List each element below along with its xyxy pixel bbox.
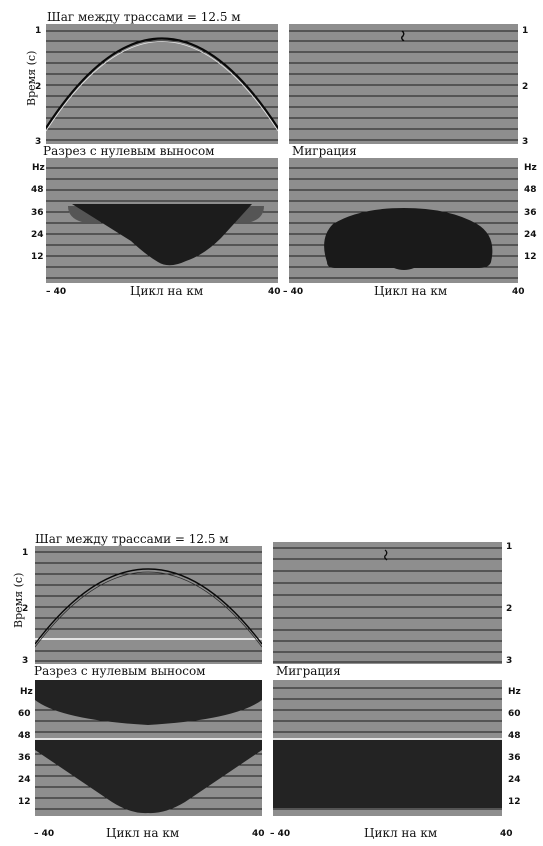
- spectrum-block: [273, 740, 502, 808]
- migration-label: Миграция: [276, 664, 341, 678]
- zero-offset-section-panel: [46, 24, 278, 144]
- freq-tick: 48: [31, 185, 44, 195]
- freq-tick: 48: [18, 731, 31, 741]
- wavenumber-label: Цикл на км: [106, 826, 180, 840]
- freq-tick: 24: [508, 775, 521, 785]
- k-max-tick: 40: [268, 287, 281, 297]
- diffraction-hyperbola: [35, 568, 262, 645]
- diffraction-hyperbola: [46, 37, 278, 129]
- time-tick: 1: [522, 26, 529, 36]
- freq-tick: 60: [508, 709, 521, 719]
- time-tick: 1: [35, 26, 42, 36]
- freq-tick: 60: [18, 709, 31, 719]
- migration-section-panel: [289, 24, 518, 144]
- freq-tick: 12: [18, 797, 31, 807]
- trace-spacing-label: Шаг между трассами = 12.5 м: [47, 10, 241, 24]
- zero-offset-spectrum-panel: [46, 158, 278, 283]
- time-tick: 3: [35, 137, 42, 147]
- time-tick: 2: [522, 82, 529, 92]
- freq-unit: Hz: [524, 163, 537, 173]
- zero-offset-section-label: Разрез с нулевым выносом: [43, 144, 215, 158]
- zero-offset-spectrum-panel: [35, 680, 262, 816]
- time-axis-label: Время (с): [12, 572, 25, 628]
- freq-tick: 36: [31, 208, 44, 218]
- k-max-tick: 40: [512, 287, 525, 297]
- k-min-tick: – 40: [270, 829, 291, 839]
- migration-spectrum-panel: [273, 680, 502, 816]
- freq-tick: 12: [31, 252, 44, 262]
- time-tick: 2: [22, 604, 29, 614]
- k-min-tick: – 40: [283, 287, 304, 297]
- time-tick: 3: [22, 656, 29, 666]
- freq-tick: 24: [524, 230, 537, 240]
- freq-tick: 36: [508, 753, 521, 763]
- k-max-tick: 40: [500, 829, 513, 839]
- time-axis-label: Время (с): [25, 50, 38, 106]
- migration-label: Миграция: [292, 144, 357, 158]
- time-tick: 1: [506, 542, 513, 552]
- freq-tick: 24: [18, 775, 31, 785]
- time-tick: 1: [22, 548, 29, 558]
- freq-unit: Hz: [508, 687, 521, 697]
- freq-tick: 12: [508, 797, 521, 807]
- trace-spacing-label: Шаг между трассами = 12.5 м: [35, 532, 229, 546]
- freq-tick: 12: [524, 252, 537, 262]
- k-max-tick: 40: [252, 829, 265, 839]
- spectrum-wedge: [35, 740, 262, 814]
- spectrum-disc: [324, 208, 493, 270]
- wavenumber-label: Цикл на км: [374, 284, 448, 298]
- k-min-tick: – 40: [46, 287, 67, 297]
- freq-tick: 48: [524, 185, 537, 195]
- freq-unit: Hz: [20, 687, 33, 697]
- spectrum-wedge: [72, 204, 252, 266]
- migrated-point: [384, 549, 388, 561]
- time-tick: 3: [506, 656, 513, 666]
- zero-offset-section-label: Разрез с нулевым выносом: [34, 664, 206, 678]
- zero-offset-section-panel: [35, 546, 262, 664]
- spectrum-upper-bowl: [35, 680, 262, 725]
- figure-top: Шаг между трассами = 12.5 м Время (с) 1 …: [0, 0, 543, 310]
- freq-unit: Hz: [32, 163, 45, 173]
- figure-bottom: Шаг между трассами = 12.5 м Время (с) 1 …: [0, 520, 543, 846]
- freq-tick: 36: [524, 208, 537, 218]
- time-tick: 2: [506, 604, 513, 614]
- time-tick: 2: [35, 82, 42, 92]
- freq-tick: 24: [31, 230, 44, 240]
- freq-tick: 48: [508, 731, 521, 741]
- freq-tick: 36: [18, 753, 31, 763]
- migration-section-panel: [273, 542, 502, 664]
- wavenumber-label: Цикл на км: [364, 826, 438, 840]
- wavenumber-label: Цикл на км: [130, 284, 204, 298]
- migration-spectrum-panel: [289, 158, 518, 283]
- migrated-point: [401, 30, 405, 42]
- time-tick: 3: [522, 137, 529, 147]
- k-min-tick: – 40: [34, 829, 55, 839]
